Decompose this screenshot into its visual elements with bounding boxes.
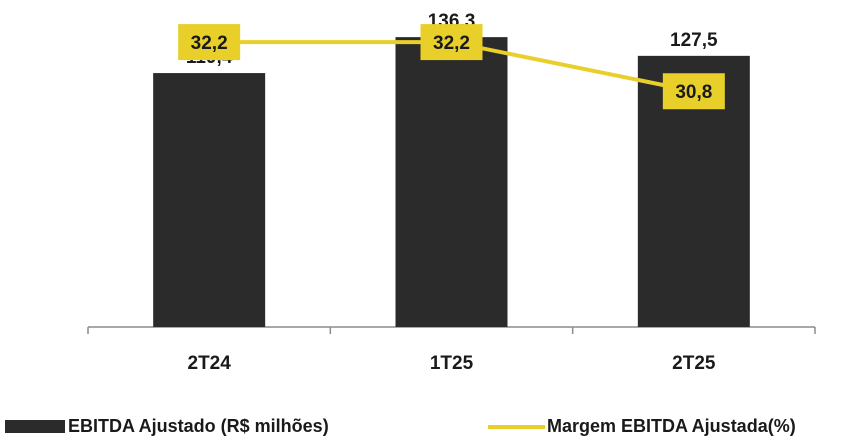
- bar: [153, 73, 266, 328]
- bar-value-label: 127,5: [670, 30, 718, 51]
- line-point-box: [178, 24, 241, 61]
- line-point-box: [420, 24, 483, 61]
- legend-label-bars: EBITDA Ajustado (R$ milhões): [68, 416, 329, 436]
- line-series: 32,2 32,2 30,8: [178, 24, 725, 110]
- category-label: 1T25: [430, 353, 474, 374]
- line-point-box: [662, 73, 725, 110]
- legend: EBITDA Ajustado (R$ milhões) Margem EBIT…: [5, 416, 796, 436]
- line-value-label: 30,8: [675, 82, 712, 103]
- legend-swatch-bars: [5, 420, 65, 433]
- x-axis: [87, 326, 816, 334]
- line-value-label: 32,2: [433, 33, 470, 54]
- category-label: 2T25: [672, 353, 716, 374]
- bar: [395, 37, 508, 327]
- category-label: 2T24: [188, 353, 232, 374]
- line-value-label: 32,2: [191, 33, 228, 54]
- legend-label-line: Margem EBITDA Ajustada(%): [547, 416, 796, 436]
- category-labels: 2T24 1T25 2T25: [188, 353, 716, 374]
